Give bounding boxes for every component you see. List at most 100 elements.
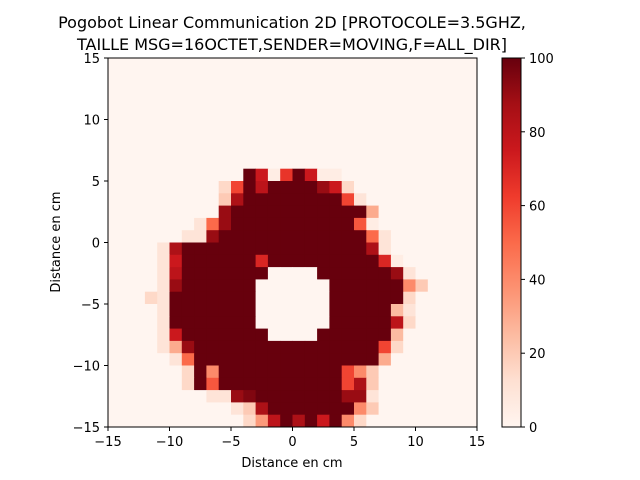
heatmap-cell — [181, 119, 195, 133]
heatmap-cell — [132, 316, 146, 329]
heatmap-cell — [218, 94, 232, 108]
heatmap-cell — [390, 144, 404, 157]
heatmap-cell — [390, 70, 404, 83]
heatmap-cell — [144, 131, 158, 145]
heatmap-cell — [218, 119, 232, 133]
heatmap-cell — [317, 119, 330, 133]
heatmap-cell — [267, 70, 281, 83]
heatmap-cell — [366, 58, 379, 71]
heatmap-cell — [440, 193, 453, 206]
heatmap-cell — [132, 70, 146, 83]
heatmap-cell — [120, 254, 133, 268]
heatmap-cell — [108, 390, 121, 403]
heatmap-cell — [206, 291, 220, 305]
heatmap-cell — [440, 119, 453, 133]
x-tick-label: −10 — [156, 435, 183, 450]
heatmap-cell — [427, 70, 441, 83]
heatmap-cell — [415, 291, 429, 305]
heatmap-cell — [218, 230, 232, 243]
heatmap-cell — [317, 193, 330, 206]
heatmap-cell — [292, 168, 306, 182]
heatmap-cell — [440, 340, 453, 354]
heatmap-cell — [440, 254, 453, 268]
heatmap-cell — [452, 131, 466, 145]
heatmap-cell — [341, 279, 355, 293]
heatmap-cell — [144, 390, 158, 403]
heatmap-cell — [157, 365, 170, 379]
heatmap-cell — [329, 107, 343, 120]
heatmap-cell — [157, 291, 170, 305]
heatmap-cell — [341, 217, 355, 231]
heatmap-cell — [378, 377, 392, 391]
heatmap-cell — [464, 230, 478, 243]
heatmap-cell — [378, 353, 392, 366]
heatmap-cell — [329, 353, 343, 366]
heatmap-cell — [366, 168, 379, 182]
heatmap-cell — [169, 144, 183, 157]
heatmap-cell — [206, 156, 220, 170]
heatmap-cell — [292, 156, 306, 170]
heatmap-cell — [120, 168, 133, 182]
heatmap-cell — [464, 205, 478, 219]
heatmap-cell — [243, 144, 256, 157]
heatmap-cell — [194, 291, 207, 305]
heatmap-cell — [255, 156, 269, 170]
heatmap-cell — [280, 193, 293, 206]
heatmap-cell — [231, 291, 244, 305]
heatmap-cell — [280, 353, 293, 366]
heatmap-cell — [378, 156, 392, 170]
heatmap-cell — [415, 119, 429, 133]
heatmap-cell — [280, 181, 293, 194]
heatmap-cell — [108, 291, 121, 305]
heatmap-cell — [120, 217, 133, 231]
colorbar-tick-label: 40 — [529, 273, 546, 288]
heatmap-cell — [378, 242, 392, 256]
heatmap-cell — [194, 94, 207, 108]
heatmap-cell — [354, 390, 367, 403]
heatmap-cell — [255, 402, 269, 416]
heatmap-cell — [108, 414, 121, 428]
heatmap-cell — [231, 82, 244, 96]
heatmap-cell — [108, 316, 121, 329]
heatmap-cell — [440, 70, 453, 83]
heatmap-cell — [194, 353, 207, 366]
heatmap-cell — [108, 205, 121, 219]
heatmap-cell — [231, 340, 244, 354]
heatmap-cell — [452, 291, 466, 305]
heatmap-cell — [132, 353, 146, 366]
heatmap-cell — [132, 414, 146, 428]
heatmap-cell — [157, 156, 170, 170]
heatmap-cell — [243, 70, 256, 83]
heatmap-cell — [120, 390, 133, 403]
heatmap-cell — [304, 254, 318, 268]
heatmap-cell — [169, 340, 183, 354]
heatmap-cell — [304, 242, 318, 256]
heatmap-cell — [231, 377, 244, 391]
heatmap-cell — [231, 107, 244, 120]
heatmap-cell — [304, 267, 318, 280]
heatmap-cell — [206, 82, 220, 96]
heatmap-cell — [120, 58, 133, 71]
heatmap-cell — [144, 107, 158, 120]
heatmap-cell — [120, 242, 133, 256]
heatmap-cell — [267, 390, 281, 403]
heatmap-cell — [144, 58, 158, 71]
heatmap-cell — [108, 131, 121, 145]
heatmap-cell — [255, 267, 269, 280]
heatmap-cell — [255, 279, 269, 293]
heatmap-cell — [415, 328, 429, 342]
heatmap-cell — [108, 230, 121, 243]
heatmap-cell — [120, 156, 133, 170]
heatmap-cell — [267, 340, 281, 354]
heatmap-cell — [427, 131, 441, 145]
heatmap-cell — [403, 304, 416, 317]
heatmap-cell — [280, 94, 293, 108]
heatmap-cell — [415, 230, 429, 243]
heatmap-cell — [427, 205, 441, 219]
heatmap-cell — [317, 304, 330, 317]
heatmap-cell — [243, 414, 256, 428]
heatmap-cell — [403, 316, 416, 329]
heatmap-cell — [403, 254, 416, 268]
heatmap-cell — [329, 340, 343, 354]
heatmap-cell — [181, 82, 195, 96]
